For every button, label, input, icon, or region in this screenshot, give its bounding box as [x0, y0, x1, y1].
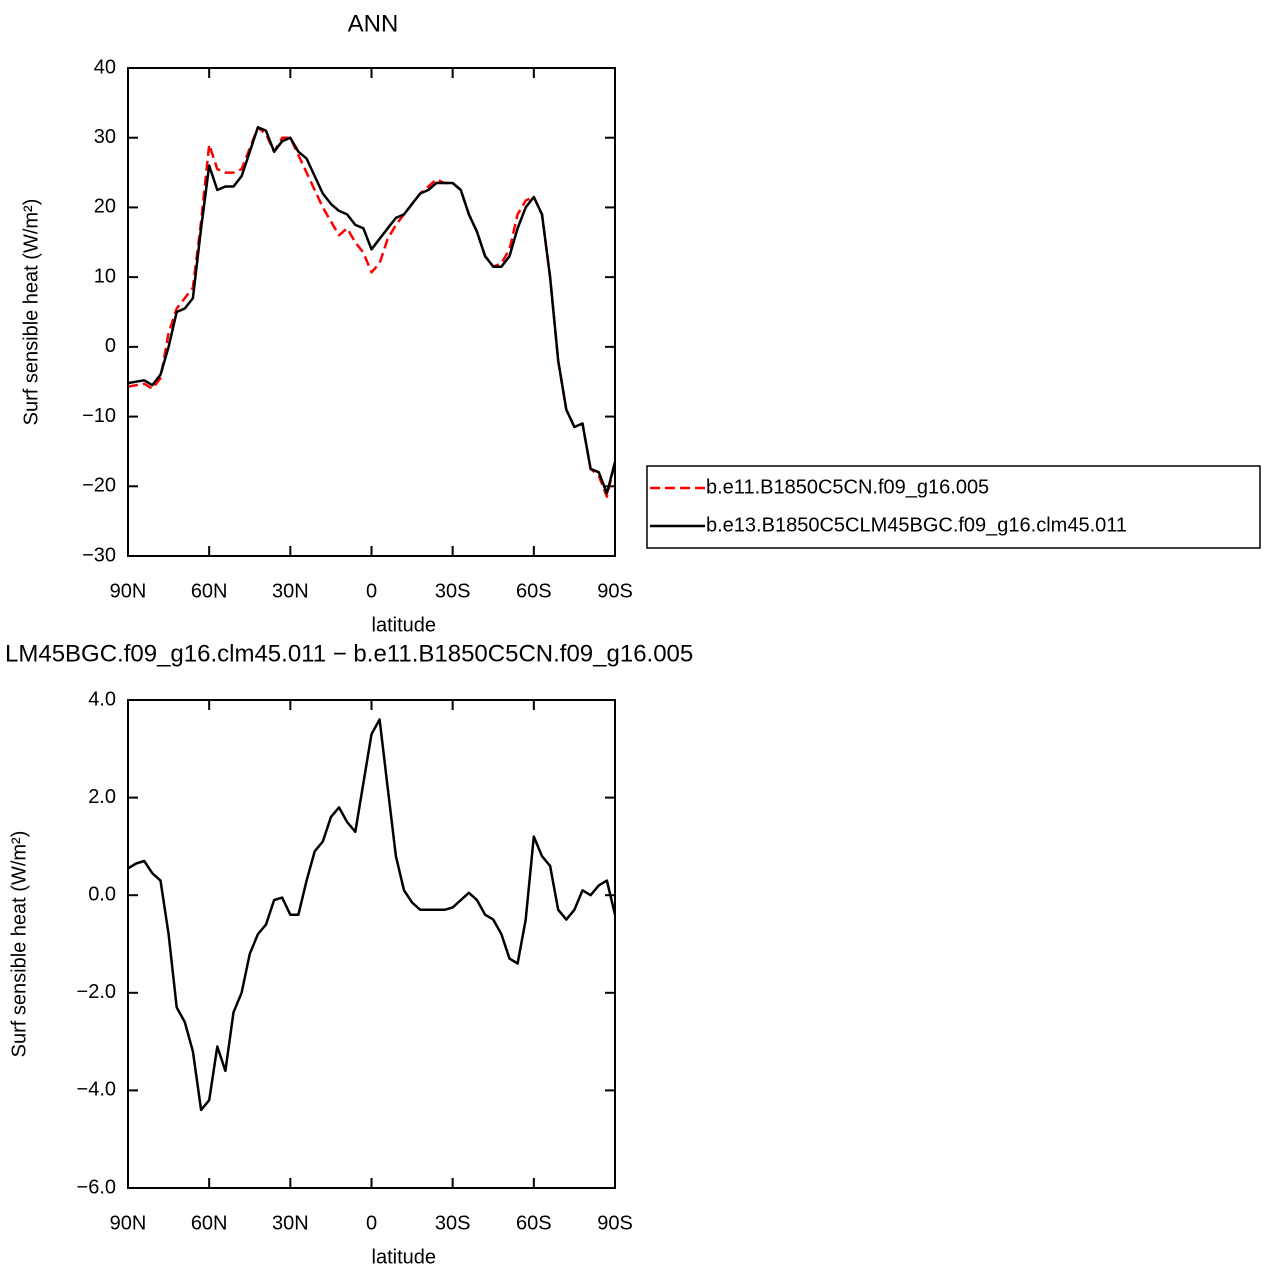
x-tick-label: 60S	[516, 580, 552, 602]
legend-label: b.e11.B1850C5CN.f09_g16.005	[706, 476, 989, 498]
y-tick-label: −10	[82, 405, 116, 427]
x-tick-label: 0	[366, 580, 377, 602]
y-tick-label: 0	[105, 335, 116, 357]
y-tick-label: 0.0	[88, 883, 116, 905]
legend-box	[646, 465, 1261, 549]
x-tick-label: 30S	[435, 1212, 471, 1234]
y-tick-label: 40	[94, 56, 116, 78]
plot-frame	[127, 699, 616, 1189]
x-axis-label: latitude	[372, 1246, 437, 1268]
x-tick-label: 60S	[516, 1212, 552, 1234]
x-tick-label: 90N	[110, 1212, 147, 1234]
chart-title: LM45BGC.f09_g16.clm45.011 − b.e11.B1850C…	[5, 640, 693, 667]
x-tick-label: 30N	[272, 1212, 309, 1234]
x-tick-label: 30S	[435, 580, 471, 602]
y-tick-label: 4.0	[88, 688, 116, 710]
y-tick-label: −6.0	[77, 1176, 116, 1198]
plot-frame	[127, 67, 616, 557]
y-tick-label: 10	[94, 265, 116, 287]
data-line	[127, 126, 617, 498]
y-tick-label: −30	[82, 544, 116, 566]
data-line	[127, 718, 617, 1112]
y-tick-label: 30	[94, 126, 116, 148]
y-tick-label: 2.0	[88, 786, 116, 808]
x-tick-label: 60N	[191, 580, 228, 602]
y-axis-label: Surf sensible heat (W/m²)	[20, 199, 42, 426]
y-tick-label: −2.0	[77, 981, 116, 1003]
y-tick-label: −20	[82, 475, 116, 497]
data-line	[127, 126, 617, 495]
y-tick-label: 20	[94, 196, 116, 218]
y-tick-label: −4.0	[77, 1079, 116, 1101]
x-tick-label: 90S	[597, 1212, 633, 1234]
x-tick-label: 90S	[597, 580, 633, 602]
x-tick-label: 60N	[191, 1212, 228, 1234]
x-tick-label: 90N	[110, 580, 147, 602]
x-tick-label: 0	[366, 1212, 377, 1234]
x-tick-label: 30N	[272, 580, 309, 602]
chart-title: ANN	[348, 10, 399, 37]
x-axis-label: latitude	[372, 614, 437, 636]
legend-label: b.e13.B1850C5CLM45BGC.f09_g16.clm45.011	[706, 514, 1127, 536]
y-axis-label: Surf sensible heat (W/m²)	[8, 831, 30, 1058]
